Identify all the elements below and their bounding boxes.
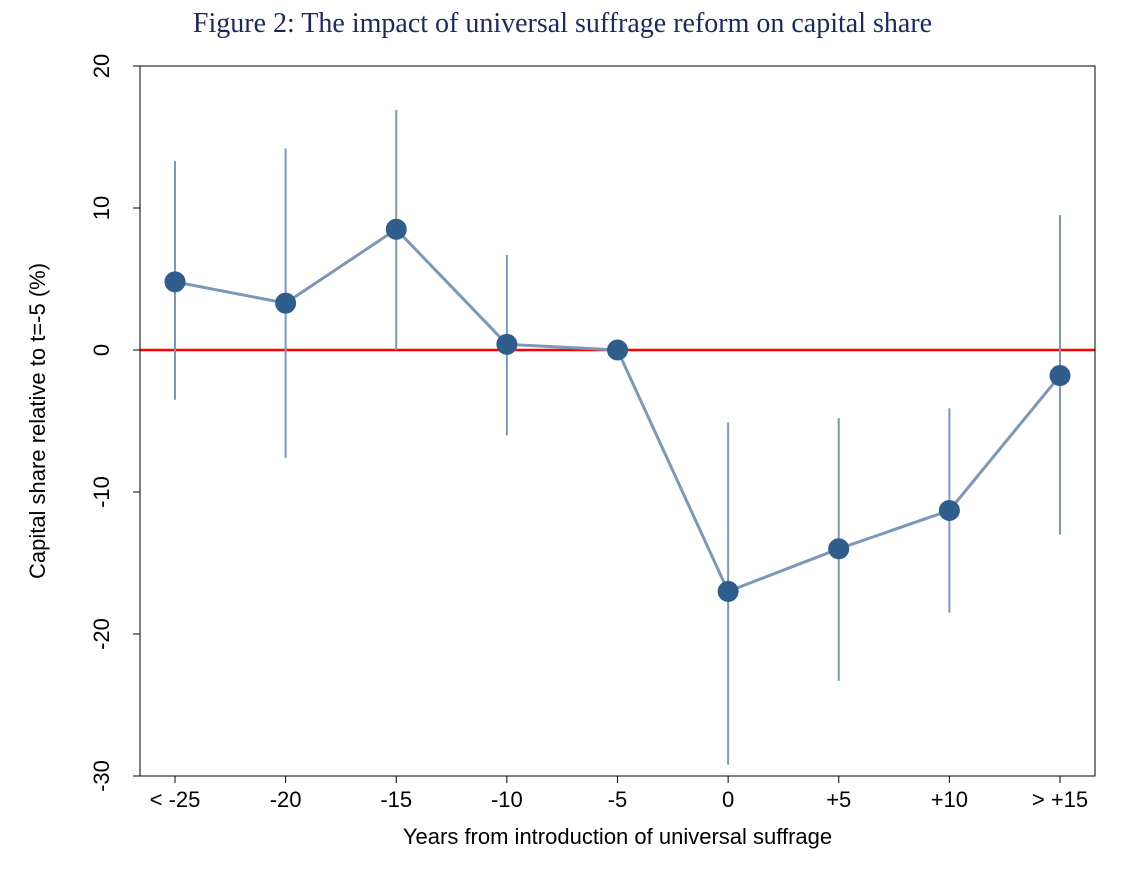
series-point — [608, 340, 628, 360]
x-tick-label: +10 — [931, 787, 968, 812]
event-study-chart: -30 -20 -10 0 10 20 < -25 -20 -15 -10 -5 0 +5 +10 > +1… — [0, 46, 1125, 866]
series-point — [497, 334, 517, 354]
y-tick-label: 20 — [89, 54, 114, 78]
y-axis-label: Capital share relative to t=-5 (%) — [25, 263, 50, 579]
x-tick-label: < -25 — [150, 787, 201, 812]
x-tick-label: +5 — [826, 787, 851, 812]
y-tick-label: 0 — [89, 344, 114, 356]
x-tick-label: -10 — [491, 787, 523, 812]
series-point — [939, 500, 959, 520]
figure-title: Figure 2: The impact of universal suffra… — [0, 0, 1125, 46]
x-tick-label: > +15 — [1032, 787, 1088, 812]
x-tick-label: 0 — [722, 787, 734, 812]
series-point — [386, 219, 406, 239]
y-tick-label: -10 — [89, 476, 114, 508]
chart-container: -30 -20 -10 0 10 20 < -25 -20 -15 -10 -5 0 +5 +10 > +1… — [0, 46, 1125, 866]
y-tick-label: 10 — [89, 196, 114, 220]
x-tick-label: -20 — [270, 787, 302, 812]
x-axis-label: Years from introduction of universal suf… — [403, 824, 832, 849]
y-tick-label: -30 — [89, 760, 114, 792]
series-point — [718, 581, 738, 601]
plot-background — [140, 66, 1095, 776]
series-point — [276, 293, 296, 313]
series-point — [829, 539, 849, 559]
x-tick-label: -15 — [380, 787, 412, 812]
series-point — [165, 272, 185, 292]
series-point — [1050, 366, 1070, 386]
y-tick-label: -20 — [89, 618, 114, 650]
x-tick-label: -5 — [608, 787, 628, 812]
